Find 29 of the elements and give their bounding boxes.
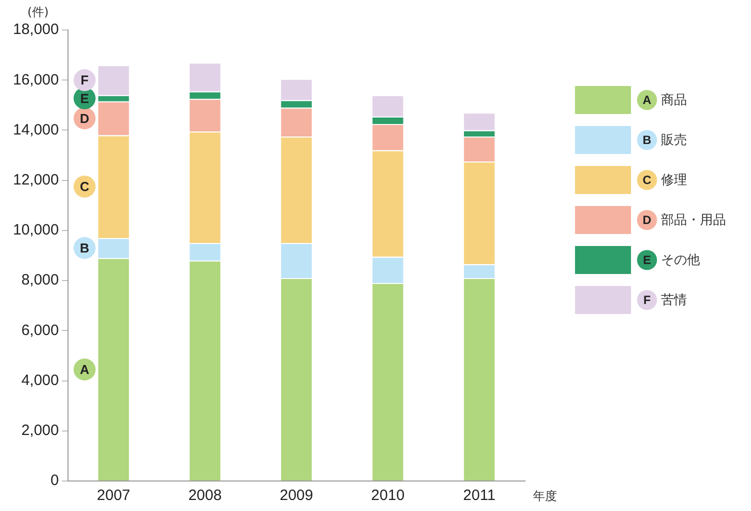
- y-tick-label: 8,000: [21, 272, 59, 289]
- y-tick-label: 0: [50, 472, 59, 490]
- x-tick-label: 2007: [96, 487, 130, 504]
- legend-label: F 苦情: [642, 292, 687, 310]
- y-tick-label: 10,000: [12, 222, 59, 239]
- x-tick-label: 2009: [280, 487, 314, 504]
- y-axis-title: (件): [27, 5, 49, 19]
- annotation: B: [80, 240, 90, 256]
- legend-label: C 修理: [642, 172, 687, 190]
- x-axis-title: 年度: [533, 489, 557, 503]
- x-tick-label: 2010: [371, 487, 405, 504]
- annotation: C: [80, 179, 90, 194]
- x-tick-label: 2008: [188, 487, 222, 504]
- annotation: F: [80, 72, 89, 88]
- legend-label: E その他: [642, 252, 700, 270]
- legend-label: A 商品: [642, 92, 687, 110]
- legend-label: D 部品・用品: [642, 212, 726, 230]
- y-tick-label: 12,000: [12, 171, 59, 188]
- annotation: E: [80, 90, 90, 106]
- y-tick-label: 16,000: [12, 71, 59, 88]
- y-tick-label: 14,000: [12, 121, 59, 138]
- y-tick-label: 2,000: [21, 422, 59, 440]
- annotation: D: [80, 110, 90, 126]
- y-tick-label: 4,000: [21, 372, 59, 389]
- annotation: A: [80, 362, 90, 378]
- y-tick-label: 18,000: [12, 21, 59, 38]
- legend-label: B 販売: [642, 132, 687, 150]
- y-tick-label: 6,000: [21, 322, 59, 339]
- x-tick-label: 2011: [463, 487, 496, 504]
